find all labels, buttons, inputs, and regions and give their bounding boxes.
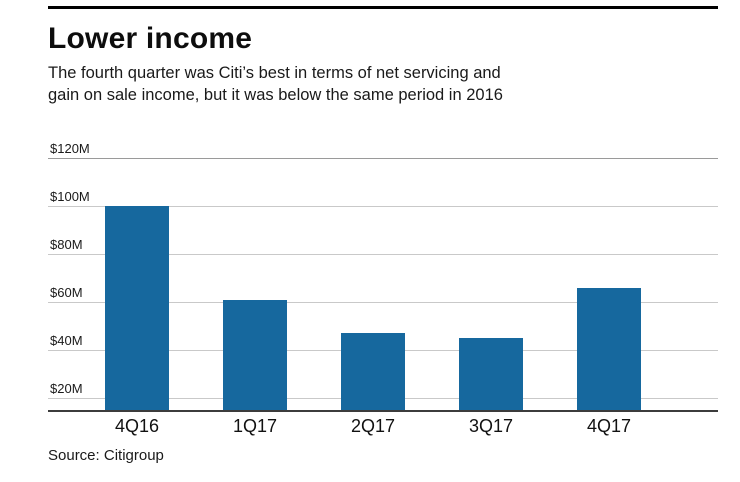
- ytick-label: $80M: [50, 237, 83, 252]
- xtick-label-2Q17: 2Q17: [350, 416, 396, 436]
- bar-4Q16: [105, 206, 169, 410]
- chart-title: Lower income: [48, 22, 253, 55]
- chart-subtitle: The fourth quarter was Citi’s best in te…: [48, 62, 688, 107]
- bar-4Q17: [577, 287, 641, 410]
- bar-3Q17: [459, 338, 523, 410]
- gridline-$60M: [48, 302, 718, 303]
- top-rule: [48, 6, 718, 9]
- bar-2Q17: [341, 333, 405, 410]
- ytick-label: $120M: [50, 141, 90, 156]
- ytick-label: $40M: [50, 333, 83, 348]
- chart-subtitle-line1: The fourth quarter was Citi’s best in te…: [48, 64, 501, 82]
- source-label: Source: Citigroup: [48, 447, 164, 464]
- gridline-$100M: [48, 206, 718, 207]
- xtick-label-3Q17: 3Q17: [468, 416, 514, 436]
- chart-subtitle-line2: gain on sale income, but it was below th…: [48, 86, 503, 105]
- ytick-label: $60M: [50, 285, 83, 300]
- x-axis-baseline: [48, 410, 718, 412]
- ytick-label: $20M: [50, 381, 83, 396]
- ytick-label: $100M: [50, 189, 90, 204]
- xtick-label-1Q17: 1Q17: [232, 416, 278, 436]
- gridline-$120M: [48, 158, 718, 159]
- xtick-label-4Q16: 4Q16: [114, 416, 160, 436]
- bar-1Q17: [223, 299, 287, 410]
- xtick-label-4Q17: 4Q17: [586, 416, 632, 436]
- gridline-$80M: [48, 254, 718, 255]
